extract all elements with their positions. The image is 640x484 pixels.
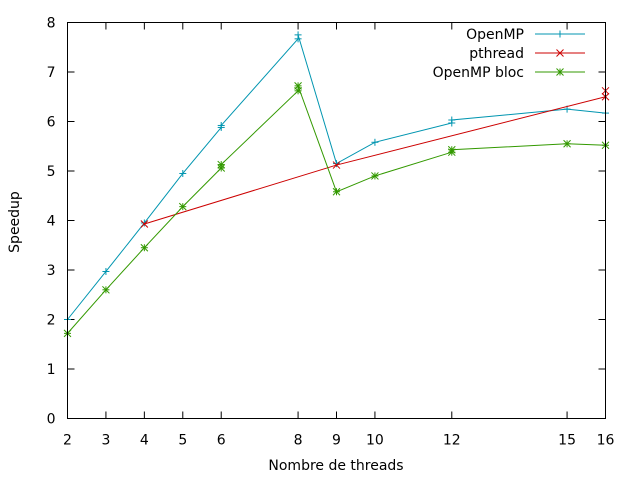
data-point-openmp-bloc <box>217 160 226 169</box>
data-point-openmp <box>448 116 456 124</box>
plot-frame <box>67 22 606 419</box>
x-tick-label: 4 <box>140 433 149 449</box>
x-tick-label: 2 <box>63 433 72 449</box>
y-tick-label: 5 <box>47 164 56 180</box>
data-point-openmp-bloc <box>447 145 456 154</box>
data-point-openmp <box>179 169 187 177</box>
data-point-openmp-bloc <box>371 172 379 180</box>
x-tick-label: 15 <box>558 433 576 449</box>
legend-label: OpenMP bloc <box>433 65 524 81</box>
x-tick-label: 16 <box>597 433 615 449</box>
legend-swatch-marker <box>556 68 564 76</box>
data-point-openmp <box>102 267 110 275</box>
x-axis-label: Nombre de threads <box>268 458 403 474</box>
data-point-openmp-bloc <box>332 187 341 196</box>
x-tick-label: 10 <box>366 433 384 449</box>
legend-item-openmp-bloc: OpenMP bloc <box>433 65 585 81</box>
data-point-openmp-bloc <box>294 82 302 90</box>
x-tick-label: 5 <box>178 433 187 449</box>
x-tick-label: 6 <box>217 433 226 449</box>
y-axis-label: Speedup <box>7 191 23 253</box>
data-point-openmp-bloc <box>563 139 571 148</box>
data-point-openmp-bloc <box>178 202 187 211</box>
y-tick-label: 4 <box>47 214 56 230</box>
y-tick-label: 3 <box>47 263 56 279</box>
x-tick-label: 9 <box>332 433 341 449</box>
x-tick-label: 3 <box>101 433 110 449</box>
legend-label: pthread <box>469 46 524 62</box>
data-point-openmp <box>217 121 225 129</box>
data-point-openmp-bloc <box>102 285 110 294</box>
data-point-pthread <box>332 161 341 169</box>
y-tick-label: 2 <box>47 313 56 329</box>
y-tick-label: 0 <box>47 412 56 428</box>
y-tick-label: 1 <box>47 362 56 378</box>
x-axis-ticks: 2 3 4 5 6 8 9 10 12 15 16 <box>63 22 615 449</box>
x-tick-label: 8 <box>294 433 303 449</box>
legend-item-pthread: pthread <box>469 46 585 62</box>
data-point-pthread <box>140 220 149 228</box>
legend-item-openmp: OpenMP <box>466 27 585 43</box>
legend-swatch-marker <box>556 49 564 57</box>
data-point-openmp <box>333 160 340 168</box>
y-tick-label: 8 <box>47 16 56 32</box>
data-point-openmp-bloc <box>140 243 149 252</box>
data-point-openmp <box>371 138 379 146</box>
y-tick-label: 6 <box>47 115 56 131</box>
data-point-openmp <box>294 31 302 39</box>
x-tick-label: 12 <box>443 433 461 449</box>
y-tick-label: 7 <box>47 65 56 81</box>
legend-swatch-marker <box>556 30 564 38</box>
legend: OpenMP pthread OpenMP bloc <box>433 27 585 81</box>
legend-label: OpenMP <box>466 27 524 43</box>
